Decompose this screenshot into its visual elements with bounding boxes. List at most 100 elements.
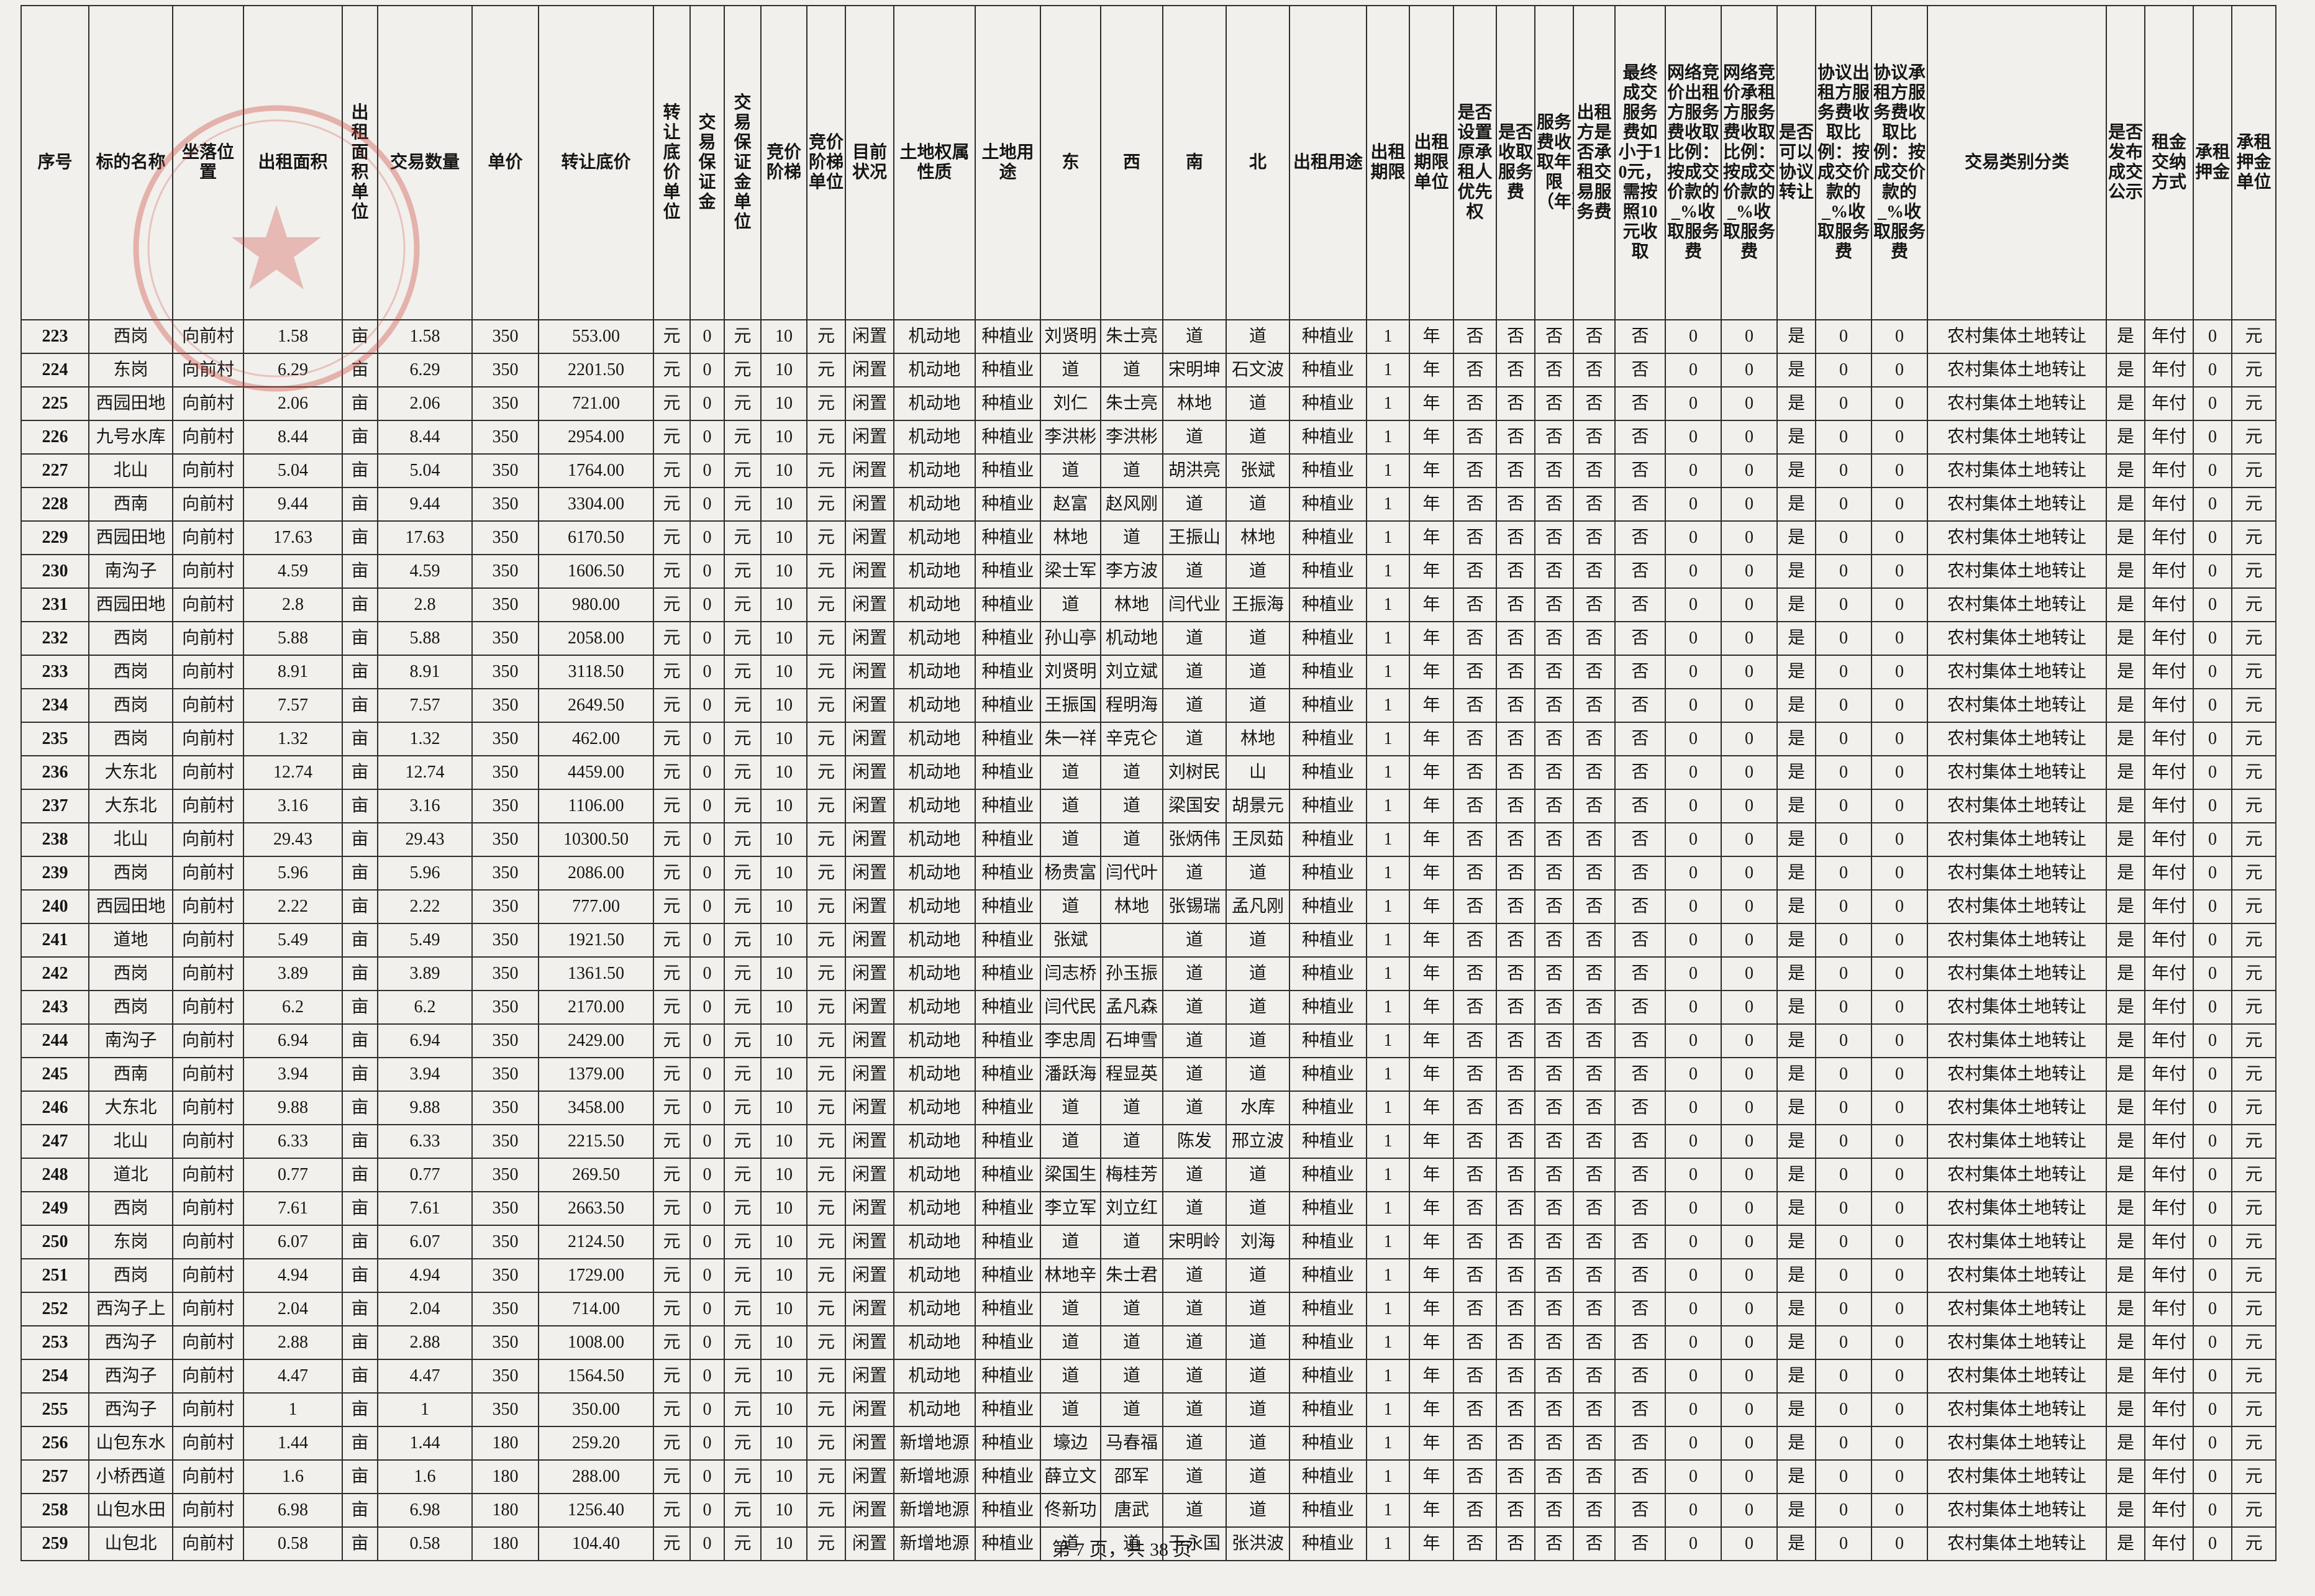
cell-service-fee-years: 否 bbox=[1534, 1292, 1574, 1326]
cell-location: 向前村 bbox=[172, 655, 244, 689]
cell-bid-step-unit: 元 bbox=[806, 889, 846, 924]
col-header-bid-step: 竞价阶梯 bbox=[760, 5, 807, 320]
cell-land-use: 种植业 bbox=[975, 1225, 1041, 1259]
cell-quantity: 3.89 bbox=[377, 956, 473, 991]
cell-target-name: 西沟子 bbox=[88, 1359, 173, 1394]
cell-lease-term: 1 bbox=[1366, 554, 1410, 589]
cell-publish-result: 是 bbox=[2106, 1325, 2145, 1360]
cell-quantity: 3.16 bbox=[377, 789, 473, 823]
cell-location: 向前村 bbox=[172, 1493, 244, 1528]
cell-rent-payment: 年付 bbox=[2144, 722, 2194, 756]
cell-index: 224 bbox=[20, 353, 89, 388]
page-number: 第 7 页，共 38 页 bbox=[1052, 1539, 1192, 1560]
cell-online-lessee-fee-rate: 0 bbox=[1721, 688, 1778, 723]
cell-lease-use: 种植业 bbox=[1289, 520, 1367, 555]
cell-bid-step-unit: 元 bbox=[806, 1090, 846, 1125]
cell-lease-deposit-unit: 元 bbox=[2231, 1459, 2276, 1494]
cell-online-lessor-fee-rate: 0 bbox=[1665, 1493, 1722, 1528]
cell-online-lessor-fee-rate: 0 bbox=[1665, 1191, 1722, 1226]
cell-current-status: 闲置 bbox=[845, 1325, 894, 1360]
cell-transaction-category: 农村集体土地转让 bbox=[1927, 1292, 2107, 1326]
cell-lease-use: 种植业 bbox=[1289, 923, 1367, 958]
cell-bid-step: 10 bbox=[760, 1359, 807, 1394]
cell-min-service-fee: 否 bbox=[1614, 353, 1666, 388]
cell-current-status: 闲置 bbox=[845, 554, 894, 589]
cell-lease-use: 种植业 bbox=[1289, 1023, 1367, 1058]
cell-online-lessor-fee-rate: 0 bbox=[1665, 923, 1722, 958]
cell-rent-payment: 年付 bbox=[2144, 1325, 2194, 1360]
cell-lease-use: 种植业 bbox=[1289, 1526, 1367, 1561]
cell-publish-result: 是 bbox=[2106, 1526, 2145, 1561]
cell-east-boundary: 道 bbox=[1040, 1292, 1101, 1326]
cell-publish-result: 是 bbox=[2106, 1459, 2145, 1494]
cell-lease-area-unit: 亩 bbox=[342, 1023, 378, 1058]
cell-lease-deposit-unit: 元 bbox=[2231, 1325, 2276, 1360]
cell-online-lessor-fee-rate: 0 bbox=[1665, 1526, 1722, 1561]
cell-south-boundary: 张锡瑞 bbox=[1162, 889, 1227, 924]
cell-negotiated-lessee-fee-rate: 0 bbox=[1871, 923, 1928, 958]
cell-lessor-bears-fee: 否 bbox=[1573, 956, 1616, 991]
cell-bid-step: 10 bbox=[760, 755, 807, 790]
cell-prior-tenant-priority: 否 bbox=[1453, 655, 1497, 689]
cell-lease-term-unit: 年 bbox=[1409, 1493, 1454, 1528]
cell-bid-step-unit: 元 bbox=[806, 1426, 846, 1461]
cell-location: 向前村 bbox=[172, 722, 244, 756]
cell-reserve-price-unit: 元 bbox=[653, 1493, 691, 1528]
cell-negotiated-lessee-fee-rate: 0 bbox=[1871, 1191, 1928, 1226]
cell-land-ownership: 机动地 bbox=[893, 1292, 976, 1326]
cell-unit-price: 350 bbox=[471, 1359, 539, 1394]
cell-land-ownership: 机动地 bbox=[893, 688, 976, 723]
cell-lease-area: 1.32 bbox=[243, 722, 343, 756]
cell-index: 240 bbox=[20, 889, 89, 924]
cell-lease-deposit-unit: 元 bbox=[2231, 1191, 2276, 1226]
cell-service-fee-years: 否 bbox=[1534, 1090, 1574, 1125]
cell-online-lessor-fee-rate: 0 bbox=[1665, 1023, 1722, 1058]
cell-land-ownership: 机动地 bbox=[893, 319, 976, 354]
cell-reserve-price: 3458.00 bbox=[538, 1090, 654, 1125]
cell-lease-area: 2.88 bbox=[243, 1325, 343, 1360]
cell-lease-area-unit: 亩 bbox=[342, 688, 378, 723]
cell-reserve-price-unit: 元 bbox=[653, 487, 691, 522]
cell-reserve-price-unit: 元 bbox=[653, 554, 691, 589]
cell-prior-tenant-priority: 否 bbox=[1453, 1426, 1497, 1461]
cell-current-status: 闲置 bbox=[845, 856, 894, 891]
cell-land-use: 种植业 bbox=[975, 722, 1041, 756]
cell-location: 向前村 bbox=[172, 487, 244, 522]
cell-location: 向前村 bbox=[172, 1292, 244, 1326]
cell-west-boundary: 道 bbox=[1100, 353, 1163, 388]
cell-service-fee-years: 否 bbox=[1534, 453, 1574, 488]
cell-lease-area: 7.61 bbox=[243, 1191, 343, 1226]
cell-lease-term-unit: 年 bbox=[1409, 453, 1454, 488]
cell-online-lessor-fee-rate: 0 bbox=[1665, 554, 1722, 589]
cell-index: 235 bbox=[20, 722, 89, 756]
cell-current-status: 闲置 bbox=[845, 1392, 894, 1427]
cell-lease-term: 1 bbox=[1366, 1258, 1410, 1293]
cell-transaction-category: 农村集体土地转让 bbox=[1927, 1158, 2107, 1192]
col-header-lease-term-unit: 出租期限单位 bbox=[1409, 5, 1454, 320]
cell-location: 向前村 bbox=[172, 319, 244, 354]
cell-online-lessor-fee-rate: 0 bbox=[1665, 353, 1722, 388]
cell-location: 向前村 bbox=[172, 1359, 244, 1394]
cell-lease-area: 2.04 bbox=[243, 1292, 343, 1326]
cell-lease-term-unit: 年 bbox=[1409, 1090, 1454, 1125]
cell-south-boundary: 梁国安 bbox=[1162, 789, 1227, 823]
cell-negotiated-transfer: 是 bbox=[1776, 1023, 1816, 1058]
table-row: 224 东岗 向前村 6.29 亩 6.29 350 2201.50 元 0 元 10 元闲置 机动地 种植… bbox=[20, 353, 2276, 388]
cell-index: 245 bbox=[20, 1057, 89, 1092]
cell-reserve-price-unit: 元 bbox=[653, 923, 691, 958]
cell-online-lessee-fee-rate: 0 bbox=[1721, 1191, 1778, 1226]
cell-service-fee-years: 否 bbox=[1534, 1459, 1574, 1494]
cell-negotiated-lessee-fee-rate: 0 bbox=[1871, 319, 1928, 354]
col-header-south-boundary: 南 bbox=[1162, 5, 1227, 320]
cell-negotiated-lessor-fee-rate: 0 bbox=[1815, 1292, 1872, 1326]
cell-unit-price: 350 bbox=[471, 956, 539, 991]
cell-land-use: 种植业 bbox=[975, 755, 1041, 790]
cell-lease-deposit: 0 bbox=[2193, 755, 2232, 790]
cell-deposit-unit: 元 bbox=[724, 1426, 762, 1461]
cell-deposit-unit: 元 bbox=[724, 1392, 762, 1427]
cell-min-service-fee: 否 bbox=[1614, 1158, 1666, 1192]
cell-charge-service-fee: 否 bbox=[1496, 755, 1535, 790]
cell-lease-use: 种植业 bbox=[1289, 487, 1367, 522]
cell-publish-result: 是 bbox=[2106, 487, 2145, 522]
cell-index: 223 bbox=[20, 319, 89, 354]
